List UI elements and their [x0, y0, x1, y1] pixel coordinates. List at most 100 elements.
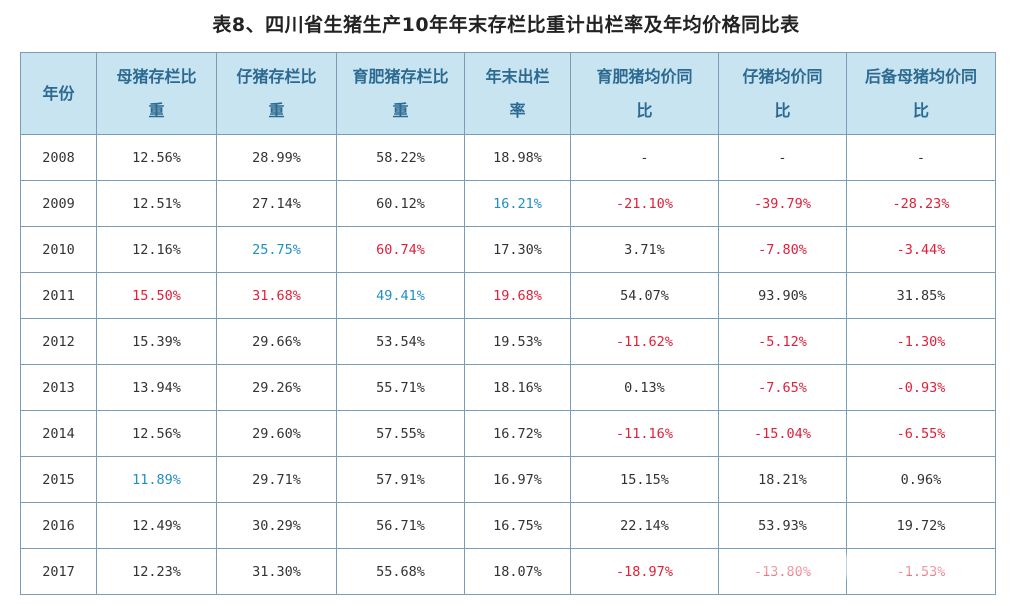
header-slaughter-rate: 年末出栏率 — [464, 52, 571, 135]
value-cell: 55.68% — [336, 548, 465, 595]
data-table: 年份 母猪存栏比重 仔猪存栏比重 育肥猪存栏比重 年末出栏率 育肥猪均价同比 仔… — [20, 52, 996, 595]
value-cell: -7.65% — [718, 364, 847, 411]
value-cell: 28.99% — [216, 134, 337, 181]
year-cell: 2008 — [20, 134, 97, 181]
header-piglet-share: 仔猪存栏比重 — [216, 52, 337, 135]
value-cell: 12.56% — [96, 410, 217, 457]
year-cell: 2010 — [20, 226, 97, 273]
value-cell: 11.89% — [96, 456, 217, 503]
value-cell: 56.71% — [336, 502, 465, 549]
value-cell: 19.68% — [464, 272, 571, 319]
value-cell: - — [718, 134, 847, 181]
value-cell: 18.98% — [464, 134, 571, 181]
value-cell: -13.80% — [718, 548, 847, 595]
header-year: 年份 — [20, 52, 97, 135]
header-row: 年份 母猪存栏比重 仔猪存栏比重 育肥猪存栏比重 年末出栏率 育肥猪均价同比 仔… — [20, 52, 996, 135]
year-cell: 2013 — [20, 364, 97, 411]
table-row: 2009 12.51% 27.14% 60.12% 16.21% -21.10% -39.7… — [20, 180, 996, 227]
year-cell: 2014 — [20, 410, 97, 457]
value-cell: 12.23% — [96, 548, 217, 595]
year-cell: 2016 — [20, 502, 97, 549]
value-cell: 18.07% — [464, 548, 571, 595]
value-cell: 17.30% — [464, 226, 571, 273]
value-cell: 12.16% — [96, 226, 217, 273]
value-cell: 57.91% — [336, 456, 465, 503]
value-cell: 49.41% — [336, 272, 465, 319]
table-row: 2011 15.50% 31.68% 49.41% 19.68% 54.07% 93.90%… — [20, 272, 996, 319]
value-cell: 53.93% — [718, 502, 847, 549]
table-row: 2013 13.94% 29.26% 55.71% 18.16% 0.13% -7.65% -… — [20, 364, 996, 411]
value-cell: -11.16% — [570, 410, 719, 457]
value-cell: 15.50% — [96, 272, 217, 319]
value-cell: 19.72% — [846, 502, 996, 549]
value-cell: 31.85% — [846, 272, 996, 319]
value-cell: 29.71% — [216, 456, 337, 503]
table-row: 2015 11.89% 29.71% 57.91% 16.97% 15.15% 18.21%… — [20, 456, 996, 503]
year-cell: 2017 — [20, 548, 97, 595]
value-cell: -28.23% — [846, 180, 996, 227]
value-cell: 13.94% — [96, 364, 217, 411]
value-cell: 16.72% — [464, 410, 571, 457]
table-row: 2012 15.39% 29.66% 53.54% 19.53% -11.62% -5.12… — [20, 318, 996, 365]
value-cell: 12.56% — [96, 134, 217, 181]
value-cell: -3.44% — [846, 226, 996, 273]
value-cell: 31.30% — [216, 548, 337, 595]
value-cell: -0.93% — [846, 364, 996, 411]
value-cell: 22.14% — [570, 502, 719, 549]
value-cell: 0.13% — [570, 364, 719, 411]
value-cell: 3.71% — [570, 226, 719, 273]
value-cell: 16.97% — [464, 456, 571, 503]
value-cell: 54.07% — [570, 272, 719, 319]
header-finisher-share: 育肥猪存栏比重 — [336, 52, 465, 135]
value-cell: 58.22% — [336, 134, 465, 181]
value-cell: 25.75% — [216, 226, 337, 273]
year-cell: 2012 — [20, 318, 97, 365]
value-cell: 30.29% — [216, 502, 337, 549]
value-cell: 12.49% — [96, 502, 217, 549]
value-cell: -39.79% — [718, 180, 847, 227]
table-row: 2014 12.56% 29.60% 57.55% 16.72% -11.16% -15.0… — [20, 410, 996, 457]
value-cell: 29.66% — [216, 318, 337, 365]
value-cell: -7.80% — [718, 226, 847, 273]
value-cell: -1.53% — [846, 548, 996, 595]
value-cell: -1.30% — [846, 318, 996, 365]
header-gilt-price-yoy: 后备母猪均价同比 — [846, 52, 996, 135]
value-cell: -6.55% — [846, 410, 996, 457]
value-cell: 16.21% — [464, 180, 571, 227]
value-cell: 12.51% — [96, 180, 217, 227]
value-cell: 57.55% — [336, 410, 465, 457]
year-cell: 2009 — [20, 180, 97, 227]
value-cell: 18.21% — [718, 456, 847, 503]
value-cell: 60.74% — [336, 226, 465, 273]
year-cell: 2015 — [20, 456, 97, 503]
value-cell: 29.60% — [216, 410, 337, 457]
value-cell: -11.62% — [570, 318, 719, 365]
table-row: 2010 12.16% 25.75% 60.74% 17.30% 3.71% -7.80% -… — [20, 226, 996, 273]
table-row: 2017 12.23% 31.30% 55.68% 18.07% -18.97% -13.8… — [20, 548, 996, 595]
header-sow-share: 母猪存栏比重 — [96, 52, 217, 135]
table-title: 表8、四川省生猪生产10年年末存栏比重计出栏率及年均价格同比表 — [212, 14, 800, 36]
value-cell: 93.90% — [718, 272, 847, 319]
value-cell: 27.14% — [216, 180, 337, 227]
value-cell: 19.53% — [464, 318, 571, 365]
header-piglet-price-yoy: 仔猪均价同比 — [718, 52, 847, 135]
value-cell: 29.26% — [216, 364, 337, 411]
value-cell: -21.10% — [570, 180, 719, 227]
value-cell: -18.97% — [570, 548, 719, 595]
table-row: 2008 12.56% 28.99% 58.22% 18.98% - - - — [20, 134, 996, 181]
value-cell: -5.12% — [718, 318, 847, 365]
value-cell: 15.15% — [570, 456, 719, 503]
table-row: 2016 12.49% 30.29% 56.71% 16.75% 22.14% 53.93%… — [20, 502, 996, 549]
value-cell: 18.16% — [464, 364, 571, 411]
value-cell: -15.04% — [718, 410, 847, 457]
header-finisher-price-yoy: 育肥猪均价同比 — [570, 52, 719, 135]
value-cell: 16.75% — [464, 502, 571, 549]
value-cell: 60.12% — [336, 180, 465, 227]
value-cell: 31.68% — [216, 272, 337, 319]
year-cell: 2011 — [20, 272, 97, 319]
value-cell: 15.39% — [96, 318, 217, 365]
value-cell: 55.71% — [336, 364, 465, 411]
value-cell: - — [570, 134, 719, 181]
value-cell: 53.54% — [336, 318, 465, 365]
value-cell: - — [846, 134, 996, 181]
